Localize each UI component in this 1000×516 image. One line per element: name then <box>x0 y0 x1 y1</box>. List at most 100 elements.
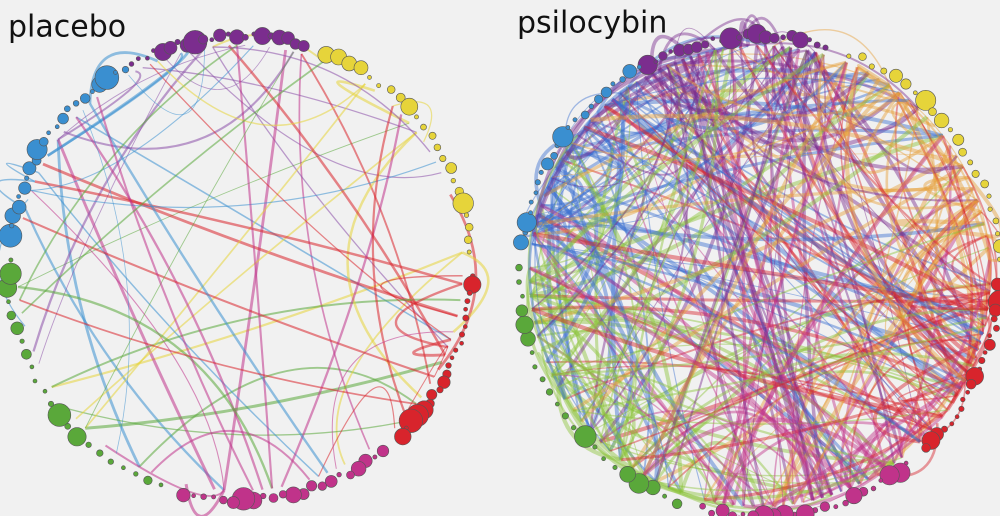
node <box>22 161 37 176</box>
node <box>226 496 240 509</box>
connection <box>712 61 848 503</box>
node <box>982 350 988 355</box>
node <box>954 414 960 420</box>
connection <box>705 51 815 501</box>
node <box>986 193 992 199</box>
panel-title: psilocybin <box>517 6 667 41</box>
connection <box>335 251 463 465</box>
node <box>662 493 667 499</box>
node <box>513 234 529 251</box>
connection <box>763 45 815 501</box>
node <box>46 130 51 136</box>
connection <box>280 114 403 488</box>
node <box>198 34 209 45</box>
node <box>700 40 710 49</box>
connection <box>530 294 958 397</box>
node <box>400 97 419 116</box>
connection <box>38 53 182 364</box>
connection <box>51 298 461 388</box>
connection <box>535 77 880 226</box>
connection <box>627 67 890 90</box>
connection <box>563 398 682 495</box>
node <box>426 389 438 401</box>
connection <box>88 102 329 474</box>
connection <box>17 285 274 489</box>
connection <box>620 379 966 462</box>
node <box>572 117 578 123</box>
node <box>515 263 523 272</box>
node <box>550 152 558 160</box>
connection <box>529 293 628 377</box>
connection <box>681 58 933 431</box>
connection <box>532 232 834 496</box>
connection <box>772 45 967 383</box>
node <box>458 331 465 338</box>
connection <box>533 61 848 236</box>
connection <box>536 213 660 482</box>
node <box>445 162 458 174</box>
connection <box>88 51 159 104</box>
connection <box>787 47 817 102</box>
node <box>463 212 470 218</box>
connection <box>543 60 847 198</box>
node <box>520 293 525 299</box>
node <box>200 493 207 500</box>
connection <box>42 162 458 318</box>
connection <box>937 290 991 360</box>
connection <box>771 144 952 507</box>
connection <box>867 259 992 481</box>
connection <box>731 46 978 201</box>
connection <box>577 64 688 176</box>
node <box>367 75 372 80</box>
connection <box>590 119 869 480</box>
connection <box>681 58 853 489</box>
connection <box>572 409 948 425</box>
node <box>819 501 831 512</box>
connection <box>611 98 984 336</box>
connection <box>631 352 973 469</box>
connection <box>394 282 463 349</box>
node <box>900 78 912 90</box>
connection <box>559 159 746 507</box>
connection <box>531 64 673 310</box>
node <box>465 223 474 232</box>
connection <box>84 51 294 429</box>
connection <box>551 374 715 502</box>
connection <box>531 309 611 452</box>
connection <box>631 187 974 469</box>
connection <box>590 51 708 135</box>
connection <box>555 71 869 171</box>
connection <box>536 212 933 432</box>
node <box>736 34 743 41</box>
node <box>452 192 474 214</box>
connection <box>565 98 910 153</box>
connection <box>650 71 920 151</box>
connection <box>598 45 759 443</box>
connection <box>722 48 801 504</box>
connection <box>689 55 966 383</box>
node <box>987 206 993 212</box>
node <box>268 493 279 503</box>
node <box>372 454 378 460</box>
connection <box>84 83 366 429</box>
connection <box>530 307 645 476</box>
connection <box>142 67 417 133</box>
node <box>163 40 178 55</box>
connection <box>75 131 418 420</box>
connection <box>551 365 932 431</box>
connection <box>738 45 970 375</box>
connection <box>531 232 736 506</box>
connection <box>534 224 634 469</box>
connection <box>556 142 592 433</box>
node <box>420 123 427 131</box>
node <box>515 304 529 317</box>
connection <box>531 45 749 245</box>
connection <box>528 214 567 400</box>
node <box>958 405 965 412</box>
connection <box>658 68 843 493</box>
connection <box>929 300 990 311</box>
connection <box>590 113 964 169</box>
connection <box>650 71 944 418</box>
node <box>727 511 737 516</box>
node <box>619 465 637 483</box>
